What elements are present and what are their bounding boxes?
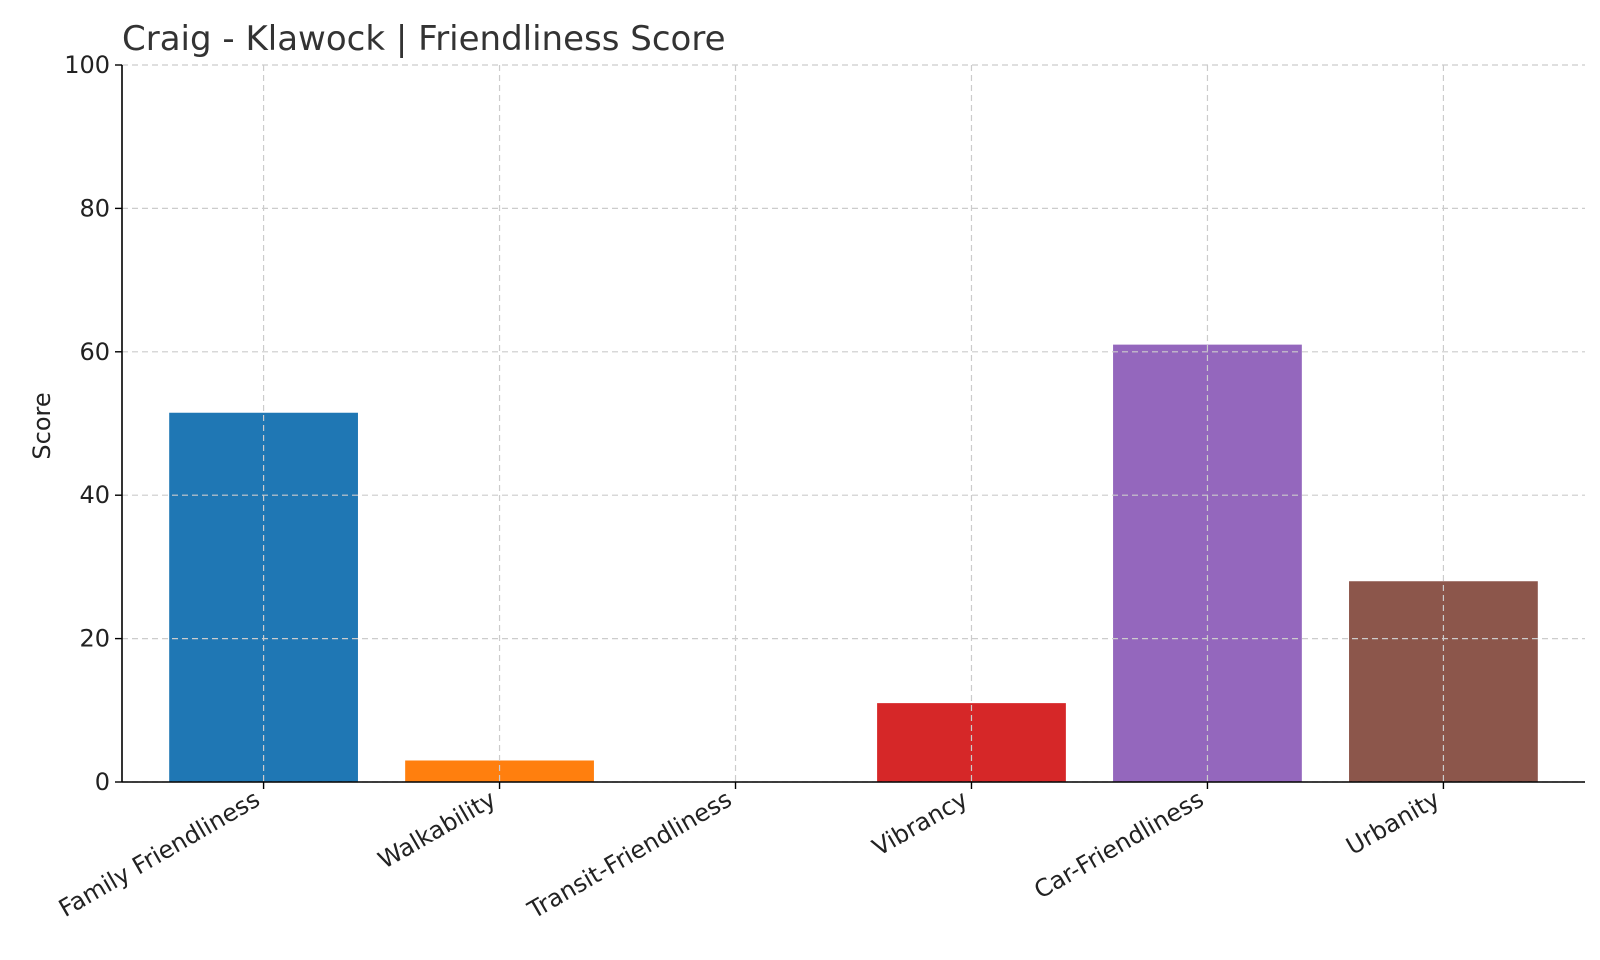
bar-walkability xyxy=(405,760,594,782)
x-tick-label: Walkability xyxy=(373,785,500,875)
y-tick-label: 80 xyxy=(79,194,110,222)
bar-urbanity xyxy=(1349,581,1538,782)
y-tick-label: 40 xyxy=(79,481,110,509)
y-tick-label: 20 xyxy=(79,625,110,653)
bars xyxy=(169,344,1538,782)
y-tick-label: 0 xyxy=(95,768,110,796)
x-tick-label: Urbanity xyxy=(1341,785,1444,861)
y-tick-label: 100 xyxy=(64,51,110,79)
y-axis-label: Score xyxy=(28,392,56,459)
x-tick-label: Car-Friendliness xyxy=(1029,785,1208,905)
y-ticks: 0 20 40 60 80 100 xyxy=(64,51,122,796)
x-tick-label: Vibrancy xyxy=(868,785,973,862)
axes xyxy=(121,65,1585,783)
chart-title: Craig - Klawock | Friendliness Score xyxy=(122,19,725,59)
y-tick-label: 60 xyxy=(79,338,110,366)
x-tick-label: Family Friendliness xyxy=(54,785,265,923)
x-ticks: Family Friendliness Walkability Transit-Fr… xyxy=(54,782,1444,925)
x-tick-label: Transit-Friendliness xyxy=(522,785,736,925)
